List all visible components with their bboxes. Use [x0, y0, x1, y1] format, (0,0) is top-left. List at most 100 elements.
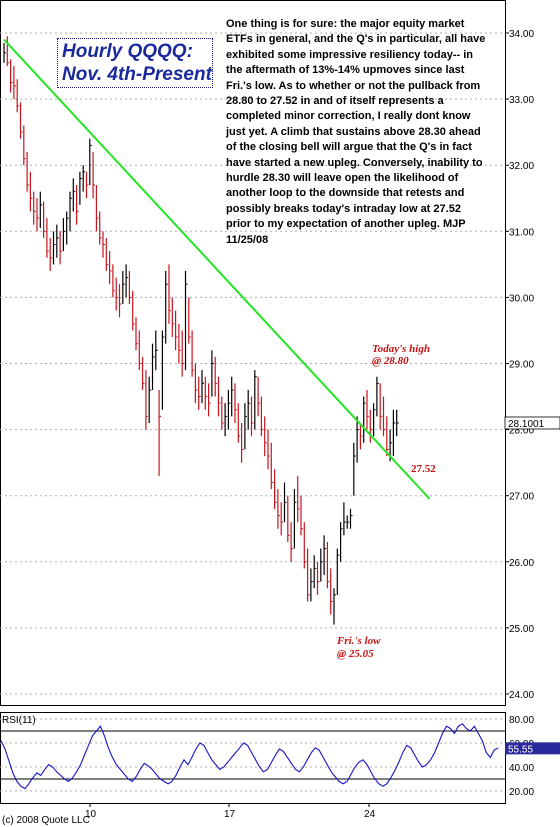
price-y-axis: 24.00 25.00 26.00 27.00 28.00 29.00 30.00 31.00… — [504, 29, 560, 701]
price-bar — [330, 568, 333, 615]
price-bars — [3, 36, 399, 625]
price-bar — [297, 475, 300, 523]
price-bar — [323, 535, 327, 576]
price-bar — [132, 290, 135, 331]
price-bar — [208, 383, 211, 417]
annotation-fri-low-value: @ 25.05 — [337, 648, 374, 660]
price-bar — [217, 376, 221, 417]
chart-title: Hourly QQQQ: — [62, 41, 193, 62]
price-bar — [99, 211, 102, 245]
price-bar — [336, 548, 340, 595]
price-tick-label: 30.00 — [509, 293, 534, 304]
price-bar — [72, 178, 76, 212]
price-bar — [366, 389, 369, 430]
price-panel-frame — [0, 0, 506, 706]
price-bar — [379, 383, 383, 430]
price-bar — [343, 502, 346, 536]
price-tick-label: 32.00 — [509, 161, 534, 172]
price-bar — [340, 522, 343, 562]
rsi-gridlines: RSI(11) — [0, 715, 505, 792]
price-bar — [386, 416, 389, 457]
price-bar — [16, 79, 20, 113]
price-bar — [33, 191, 36, 225]
price-bar — [92, 151, 96, 199]
price-bar — [75, 185, 79, 225]
price-bar — [346, 515, 350, 529]
price-bar — [142, 356, 145, 390]
annotation-today-high-value: @ 28.80 — [372, 355, 409, 367]
price-bar — [178, 323, 181, 364]
price-bar — [115, 277, 119, 311]
price-tick-label: 34.00 — [509, 29, 534, 40]
price-bar — [227, 389, 231, 430]
price-bar — [168, 264, 171, 324]
resistance-trendline — [3, 38, 431, 500]
price-bar — [175, 310, 178, 351]
price-bar — [333, 588, 336, 625]
price-tick-label: 33.00 — [509, 95, 534, 106]
price-bar — [39, 191, 43, 228]
x-tick-label: 10 — [85, 809, 97, 820]
price-bar — [201, 370, 204, 404]
price-bar — [359, 422, 363, 450]
price-bar — [376, 376, 379, 417]
last-price-label: 28.1001 — [508, 419, 545, 430]
rsi-tick-label: 40.00 — [509, 763, 534, 774]
price-bar — [326, 541, 330, 589]
price-bar — [270, 442, 274, 490]
price-bar — [313, 555, 317, 589]
price-bar — [155, 330, 158, 371]
rsi-last-value-marker: 55.55 — [505, 742, 560, 755]
price-bar — [356, 416, 360, 463]
price-bar — [267, 429, 270, 470]
price-bar — [62, 218, 66, 252]
price-bar — [257, 376, 261, 417]
price-bar — [300, 495, 303, 536]
price-bar — [214, 356, 218, 397]
price-bar — [254, 370, 257, 430]
price-bar — [10, 59, 13, 93]
price-bar — [29, 171, 33, 212]
price-bar — [82, 165, 86, 192]
price-bar — [125, 264, 129, 298]
price-bar — [66, 211, 69, 245]
price-bar — [211, 350, 214, 397]
price-bar — [171, 297, 175, 338]
price-bar — [280, 502, 284, 536]
price-bar — [247, 389, 251, 430]
price-bar — [122, 270, 125, 305]
price-bar — [19, 102, 23, 139]
price-bar — [36, 198, 39, 232]
rsi-tick-label: 20.00 — [509, 787, 534, 798]
price-bar — [396, 409, 399, 437]
price-tick-label: 24.00 — [509, 690, 534, 701]
price-bar — [128, 270, 132, 305]
price-bar — [320, 548, 323, 582]
price-bar — [6, 36, 10, 67]
price-bar — [234, 383, 237, 423]
price-bar — [290, 522, 294, 562]
price-bar — [307, 548, 310, 602]
price-bar — [283, 482, 287, 523]
price-bar — [287, 495, 290, 542]
price-tick-label: 25.00 — [509, 624, 534, 635]
price-bar — [181, 330, 185, 377]
price-bar — [69, 191, 72, 232]
trendline-layer — [3, 38, 431, 500]
rsi-line-layer — [0, 723, 499, 790]
price-bar — [184, 270, 188, 371]
price-gridlines — [0, 0, 506, 804]
price-bar — [56, 224, 59, 258]
price-bar — [158, 389, 162, 476]
price-bar — [310, 568, 313, 602]
price-bar — [85, 171, 89, 199]
price-bar — [277, 489, 280, 529]
price-bar — [224, 403, 228, 437]
price-bar — [108, 251, 112, 285]
price-bar — [23, 125, 26, 166]
price-bar — [250, 396, 254, 437]
price-bar — [118, 284, 122, 318]
price-bar — [293, 489, 297, 549]
